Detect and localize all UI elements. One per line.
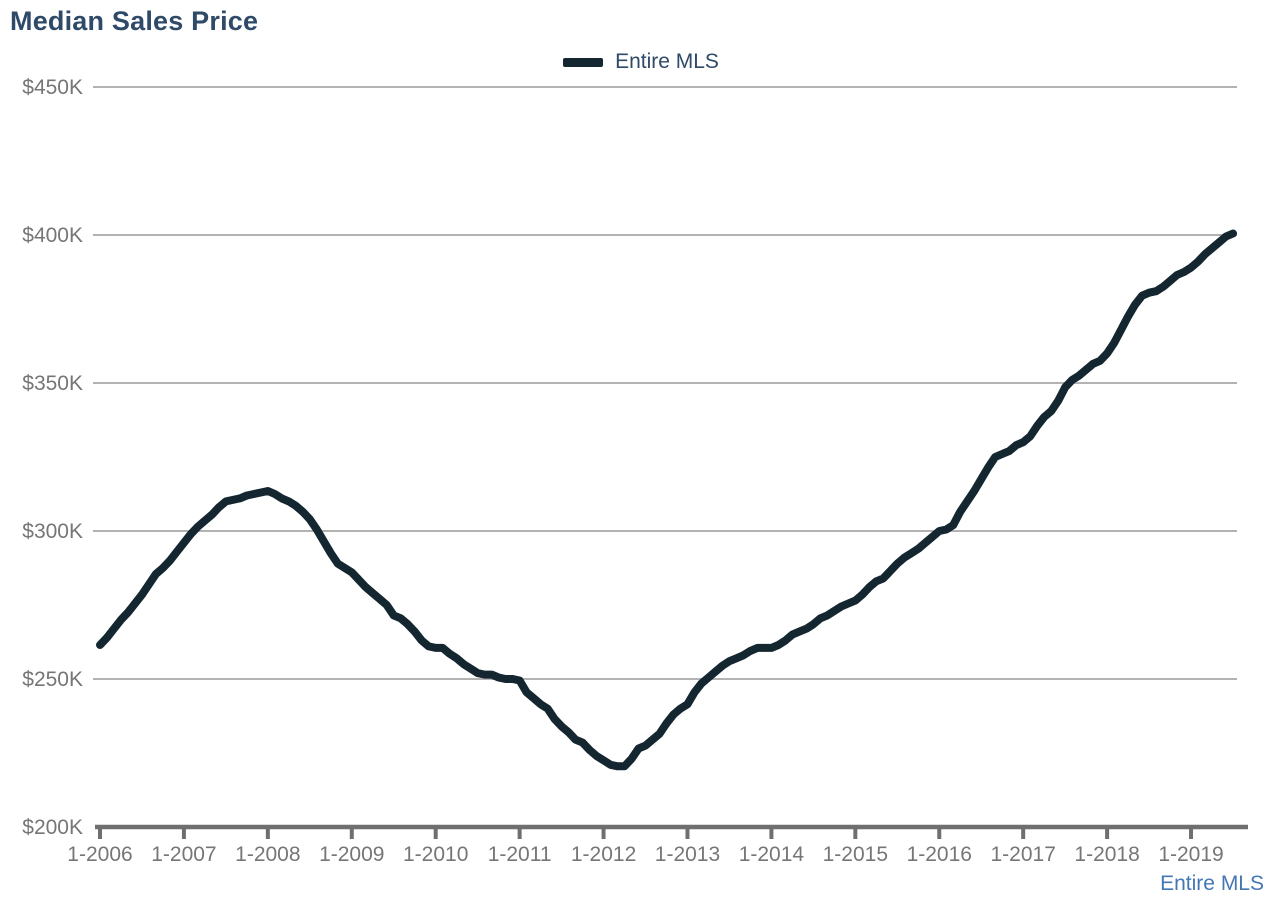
x-tick-label: 1-2012 [571,843,636,866]
x-tick-label: 1-2018 [1074,843,1139,866]
page-title: Median Sales Price [10,6,259,36]
footer-series-link[interactable]: Entire MLS [1160,872,1264,895]
x-tick-label: 1-2009 [319,843,384,866]
y-axis-label: $200K [22,816,83,839]
x-tick-label: 1-2017 [990,843,1055,866]
y-axis-label: $450K [22,76,83,99]
y-axis-label: $350K [22,372,83,395]
y-axis-label: $400K [22,224,83,247]
x-tick-label: 1-2007 [151,843,216,866]
x-tick-label: 1-2006 [67,843,132,866]
x-tick-label: 1-2010 [403,843,468,866]
x-tick-label: 1-2008 [235,843,300,866]
y-axis-label: $300K [22,520,83,543]
x-tick-label: 1-2011 [488,843,552,866]
legend-swatch-icon [563,57,604,67]
legend: Entire MLS [0,50,1282,74]
x-tick-label: 1-2016 [907,843,972,866]
legend-label: Entire MLS [615,50,719,73]
y-axis-label: $250K [22,668,83,691]
legend-item-entire-mls[interactable]: Entire MLS [563,50,719,74]
x-tick-label: 1-2015 [823,843,888,866]
x-tick-label: 1-2019 [1158,843,1223,866]
x-tick-label: 1-2014 [739,843,805,866]
x-tick-label: 1-2013 [655,843,720,866]
price-line-series[interactable] [96,229,1237,771]
